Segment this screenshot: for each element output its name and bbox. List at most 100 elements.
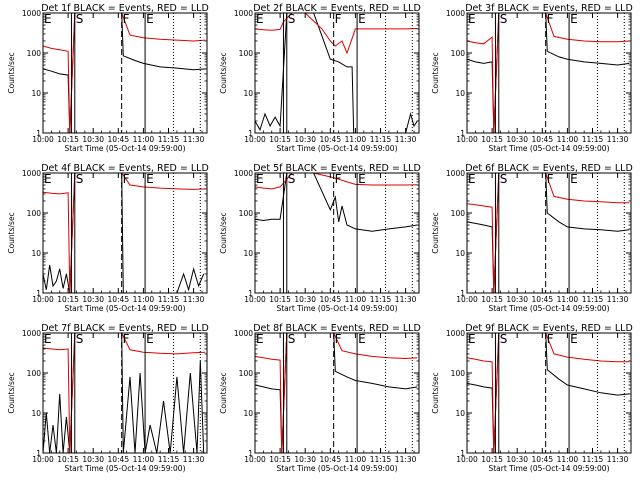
panel-title: Det 3f BLACK = Events, RED = LLD bbox=[465, 3, 633, 14]
x-tick-label: 10:15 bbox=[269, 135, 291, 144]
x-tick-label: 11:00 bbox=[133, 455, 155, 464]
x-tick-label: 10:45 bbox=[531, 455, 553, 464]
x-tick-label: 11:30 bbox=[395, 455, 417, 464]
segment-marker-label: E bbox=[146, 172, 154, 186]
x-tick-label: 11:30 bbox=[607, 135, 629, 144]
lld-series-line bbox=[467, 333, 630, 453]
x-tick-label: 11:30 bbox=[183, 455, 205, 464]
x-tick-label: 10:30 bbox=[506, 455, 528, 464]
x-tick-label: 11:15 bbox=[582, 135, 604, 144]
lld-series-line bbox=[43, 13, 206, 133]
x-axis-label: Start Time (05-Oct-14 09:59:00) bbox=[64, 464, 185, 473]
segment-marker-label: F bbox=[547, 12, 554, 26]
segment-marker-label: E bbox=[358, 172, 366, 186]
y-tick-label: 10 bbox=[243, 249, 253, 258]
panel-title: Det 1f BLACK = Events, RED = LLD bbox=[41, 3, 209, 14]
lld-series-line bbox=[255, 173, 418, 190]
segment-marker-label: E bbox=[146, 332, 154, 346]
y-axis-label: Counts/sec bbox=[7, 212, 16, 253]
plot-frame bbox=[42, 12, 208, 134]
y-tick-label: 100 bbox=[27, 369, 42, 378]
x-tick-label: 10:00 bbox=[32, 295, 54, 304]
y-tick-label: 1000 bbox=[234, 169, 253, 178]
x-tick-label: 10:00 bbox=[244, 135, 266, 144]
x-axis-label: Start Time (05-Oct-14 09:59:00) bbox=[276, 464, 397, 473]
x-tick-label: 11:00 bbox=[557, 135, 579, 144]
x-tick-label: 10:15 bbox=[57, 295, 79, 304]
segment-marker-label: E bbox=[146, 12, 154, 26]
segment-marker-label: S bbox=[288, 12, 296, 26]
panel-title: Det 7f BLACK = Events, RED = LLD bbox=[41, 323, 209, 334]
y-axis-label: Counts/sec bbox=[219, 212, 228, 253]
x-tick-label: 11:15 bbox=[370, 455, 392, 464]
x-tick-label: 10:45 bbox=[107, 455, 129, 464]
segment-marker-label: S bbox=[500, 332, 508, 346]
x-axis-label: Start Time (05-Oct-14 09:59:00) bbox=[488, 304, 609, 313]
y-tick-label: 1000 bbox=[22, 329, 41, 338]
x-axis-label: Start Time (05-Oct-14 09:59:00) bbox=[276, 144, 397, 153]
x-tick-label: 11:00 bbox=[557, 455, 579, 464]
segment-marker-label: F bbox=[123, 332, 130, 346]
x-axis-label: Start Time (05-Oct-14 09:59:00) bbox=[488, 464, 609, 473]
events-series-line bbox=[43, 333, 205, 453]
x-tick-label: 10:15 bbox=[57, 135, 79, 144]
x-tick-label: 10:30 bbox=[294, 295, 316, 304]
x-tick-label: 11:15 bbox=[582, 295, 604, 304]
y-tick-label: 10 bbox=[31, 409, 41, 418]
y-tick-label: 10 bbox=[243, 89, 253, 98]
segment-marker-label: E bbox=[468, 332, 476, 346]
y-tick-label: 10 bbox=[455, 249, 465, 258]
segment-marker-label: S bbox=[288, 332, 296, 346]
y-tick-label: 100 bbox=[451, 49, 466, 58]
segment-marker-label: S bbox=[76, 172, 84, 186]
x-tick-label: 10:45 bbox=[107, 135, 129, 144]
plot-frame bbox=[42, 332, 208, 454]
panel-title: Det 5f BLACK = Events, RED = LLD bbox=[253, 163, 421, 174]
x-tick-label: 10:45 bbox=[531, 135, 553, 144]
x-tick-label: 10:30 bbox=[82, 295, 104, 304]
panel-title: Det 2f BLACK = Events, RED = LLD bbox=[253, 3, 421, 14]
segment-marker-label: E bbox=[570, 172, 578, 186]
x-tick-label: 11:00 bbox=[133, 135, 155, 144]
y-tick-label: 1 bbox=[460, 129, 465, 138]
lld-series-line bbox=[255, 13, 418, 55]
y-axis-label: Counts/sec bbox=[219, 52, 228, 93]
segment-marker-label: S bbox=[76, 332, 84, 346]
panel-title: Det 4f BLACK = Events, RED = LLD bbox=[41, 163, 209, 174]
plot-frame bbox=[254, 172, 420, 294]
y-tick-label: 100 bbox=[239, 49, 254, 58]
segment-marker-label: E bbox=[44, 332, 52, 346]
plot-frame bbox=[466, 12, 632, 134]
x-tick-label: 11:30 bbox=[607, 455, 629, 464]
segment-marker-label: E bbox=[570, 12, 578, 26]
x-tick-label: 10:15 bbox=[481, 295, 503, 304]
segment-marker-label: E bbox=[256, 172, 264, 186]
segment-marker-label: S bbox=[500, 12, 508, 26]
x-tick-label: 10:30 bbox=[82, 455, 104, 464]
x-tick-label: 11:30 bbox=[395, 135, 417, 144]
segment-marker-label: F bbox=[335, 172, 342, 186]
segment-marker-label: S bbox=[76, 12, 84, 26]
plot-frame bbox=[254, 12, 420, 134]
y-tick-label: 1000 bbox=[234, 329, 253, 338]
x-tick-label: 10:30 bbox=[294, 455, 316, 464]
y-tick-label: 1 bbox=[36, 289, 41, 298]
events-series-line bbox=[255, 333, 418, 453]
x-axis-label: Start Time (05-Oct-14 09:59:00) bbox=[64, 144, 185, 153]
plot-frame bbox=[466, 332, 632, 454]
segment-marker-label: F bbox=[335, 332, 342, 346]
events-series-line bbox=[43, 173, 205, 293]
segment-marker-label: F bbox=[547, 332, 554, 346]
x-tick-label: 11:15 bbox=[158, 295, 180, 304]
segment-marker-label: F bbox=[547, 172, 554, 186]
x-tick-label: 10:15 bbox=[269, 455, 291, 464]
y-tick-label: 1000 bbox=[22, 169, 41, 178]
segment-marker-label: F bbox=[123, 12, 130, 26]
x-tick-label: 10:30 bbox=[506, 295, 528, 304]
x-tick-label: 11:00 bbox=[345, 455, 367, 464]
x-axis-label: Start Time (05-Oct-14 09:59:00) bbox=[488, 144, 609, 153]
y-axis-label: Counts/sec bbox=[431, 52, 440, 93]
x-tick-label: 11:15 bbox=[370, 135, 392, 144]
